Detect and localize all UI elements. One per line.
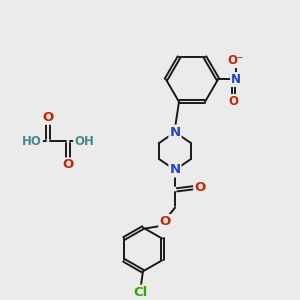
Text: O⁻: O⁻ [228,54,244,67]
Text: OH: OH [74,135,94,148]
Text: HO: HO [22,135,42,148]
Text: O: O [228,95,238,108]
Text: N: N [169,126,181,139]
Text: O: O [159,215,171,228]
Text: O: O [42,111,54,124]
Text: O: O [62,158,74,172]
Text: N: N [231,73,241,86]
Text: O: O [194,181,206,194]
Text: Cl: Cl [134,286,148,299]
Text: N: N [169,164,181,176]
